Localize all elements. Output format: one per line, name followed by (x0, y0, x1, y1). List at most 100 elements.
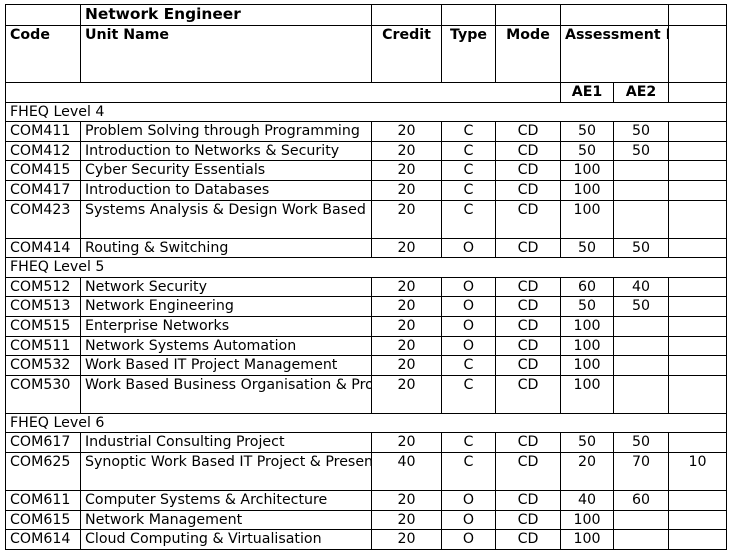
cell-ae1: 100 (560, 179, 614, 201)
cell-type: O (441, 296, 496, 317)
cell-ae3 (668, 335, 727, 357)
section-label: FHEQ Level 4 (5, 101, 727, 123)
cell-unit-name: Network Management (80, 509, 372, 531)
table-row: COM532 Work Based IT Project Management 20… (5, 355, 727, 376)
cell-credit: 20 (371, 355, 442, 376)
cell-ae2 (613, 199, 669, 239)
table-row: COM625 Synoptic Work Based IT Project & P… (5, 451, 727, 491)
cell-ae3 (668, 355, 727, 376)
cell-type: O (441, 489, 496, 511)
section-row: FHEQ Level 6 (5, 412, 727, 434)
cell-mode: CD (495, 432, 561, 453)
empty-cell (371, 4, 442, 26)
cell-ae3: 10 (668, 451, 727, 491)
header-credit: Credit (371, 25, 442, 83)
cell-ae1: 100 (560, 315, 614, 337)
empty-cell (560, 4, 669, 26)
cell-mode: CD (495, 160, 561, 181)
section-row: FHEQ Level 5 (5, 257, 727, 278)
course-structure: Network Engineer Code Unit Name Credit T… (5, 4, 727, 550)
cell-ae1: 100 (560, 160, 614, 181)
cell-credit: 20 (371, 432, 442, 453)
cell-type: C (441, 121, 496, 142)
header-assessment: Assessment Element Weighting % (560, 25, 669, 83)
cell-unit-name: Network Systems Automation (80, 335, 372, 357)
cell-credit: 20 (371, 276, 442, 298)
cell-ae3 (668, 315, 727, 337)
cell-credit: 20 (371, 374, 442, 414)
cell-ae1: 100 (560, 529, 614, 550)
empty-cell (495, 4, 561, 26)
cell-ae3 (668, 489, 727, 511)
cell-mode: CD (495, 140, 561, 162)
cell-mode: CD (495, 276, 561, 298)
cell-ae1: 100 (560, 335, 614, 357)
table-row: COM412 Introduction to Networks & Securit… (5, 140, 727, 162)
cell-unit-name: Cloud Computing & Virtualisation (80, 529, 372, 550)
cell-unit-name: Work Based IT Project Management (80, 355, 372, 376)
cell-credit: 20 (371, 237, 442, 259)
header-code: Code (5, 25, 81, 83)
empty-cell (668, 82, 727, 103)
cell-unit-name: Work Based Business Organisation & Proje… (80, 374, 372, 414)
cell-ae3 (668, 160, 727, 181)
cell-type: C (441, 160, 496, 181)
cell-mode: CD (495, 529, 561, 550)
cell-type: O (441, 509, 496, 531)
subheader-row: AE1 AE2 (5, 82, 727, 103)
table-row: COM511 Network Systems Automation 20 O CD 100 (5, 335, 727, 357)
cell-ae3 (668, 529, 727, 550)
header-row: Code Unit Name Credit Type Mode Assessme… (5, 25, 727, 83)
cell-mode: CD (495, 179, 561, 201)
cell-ae2 (613, 355, 669, 376)
cell-type: O (441, 237, 496, 259)
cell-credit: 20 (371, 160, 442, 181)
cell-ae3 (668, 237, 727, 259)
cell-ae1: 50 (560, 432, 614, 453)
cell-code: COM532 (5, 355, 81, 376)
cell-code: COM417 (5, 179, 81, 201)
cell-unit-name: Routing & Switching (80, 237, 372, 259)
cell-code: COM515 (5, 315, 81, 337)
cell-mode: CD (495, 374, 561, 414)
cell-credit: 20 (371, 489, 442, 511)
table-row: COM515 Enterprise Networks 20 O CD 100 (5, 315, 727, 337)
cell-ae1: 20 (560, 451, 614, 491)
cell-mode: CD (495, 296, 561, 317)
table-row: COM611 Computer Systems & Architecture 20 O… (5, 489, 727, 511)
cell-credit: 20 (371, 140, 442, 162)
cell-ae1: 100 (560, 509, 614, 531)
cell-ae1: 50 (560, 237, 614, 259)
section-row: FHEQ Level 4 (5, 101, 727, 123)
cell-ae2 (613, 374, 669, 414)
table-row: COM614 Cloud Computing & Virtualisation 20… (5, 529, 727, 550)
cell-ae2: 60 (613, 489, 669, 511)
cell-code: COM411 (5, 121, 81, 142)
cell-ae2 (613, 529, 669, 550)
table-row: COM414 Routing & Switching 20 O CD 50 50 (5, 237, 727, 259)
cell-ae2: 50 (613, 237, 669, 259)
cell-unit-name: Systems Analysis & Design Work Based Pro… (80, 199, 372, 239)
empty-cell (441, 4, 496, 26)
cell-ae3 (668, 276, 727, 298)
cell-unit-name: Problem Solving through Programming (80, 121, 372, 142)
cell-ae3 (668, 199, 727, 239)
cell-ae2 (613, 315, 669, 337)
cell-ae1: 50 (560, 296, 614, 317)
cell-ae2: 70 (613, 451, 669, 491)
cell-code: COM513 (5, 296, 81, 317)
cell-ae1: 40 (560, 489, 614, 511)
cell-ae3 (668, 121, 727, 142)
cell-ae3 (668, 374, 727, 414)
cell-mode: CD (495, 199, 561, 239)
cell-unit-name: Introduction to Databases (80, 179, 372, 201)
cell-unit-name: Synoptic Work Based IT Project & Present… (80, 451, 372, 491)
cell-unit-name: Cyber Security Essentials (80, 160, 372, 181)
cell-type: O (441, 276, 496, 298)
cell-unit-name: Introduction to Networks & Security (80, 140, 372, 162)
cell-type: O (441, 529, 496, 550)
table-row: COM513 Network Engineering 20 O CD 50 50 (5, 296, 727, 317)
cell-ae2 (613, 335, 669, 357)
cell-unit-name: Enterprise Networks (80, 315, 372, 337)
cell-type: O (441, 315, 496, 337)
